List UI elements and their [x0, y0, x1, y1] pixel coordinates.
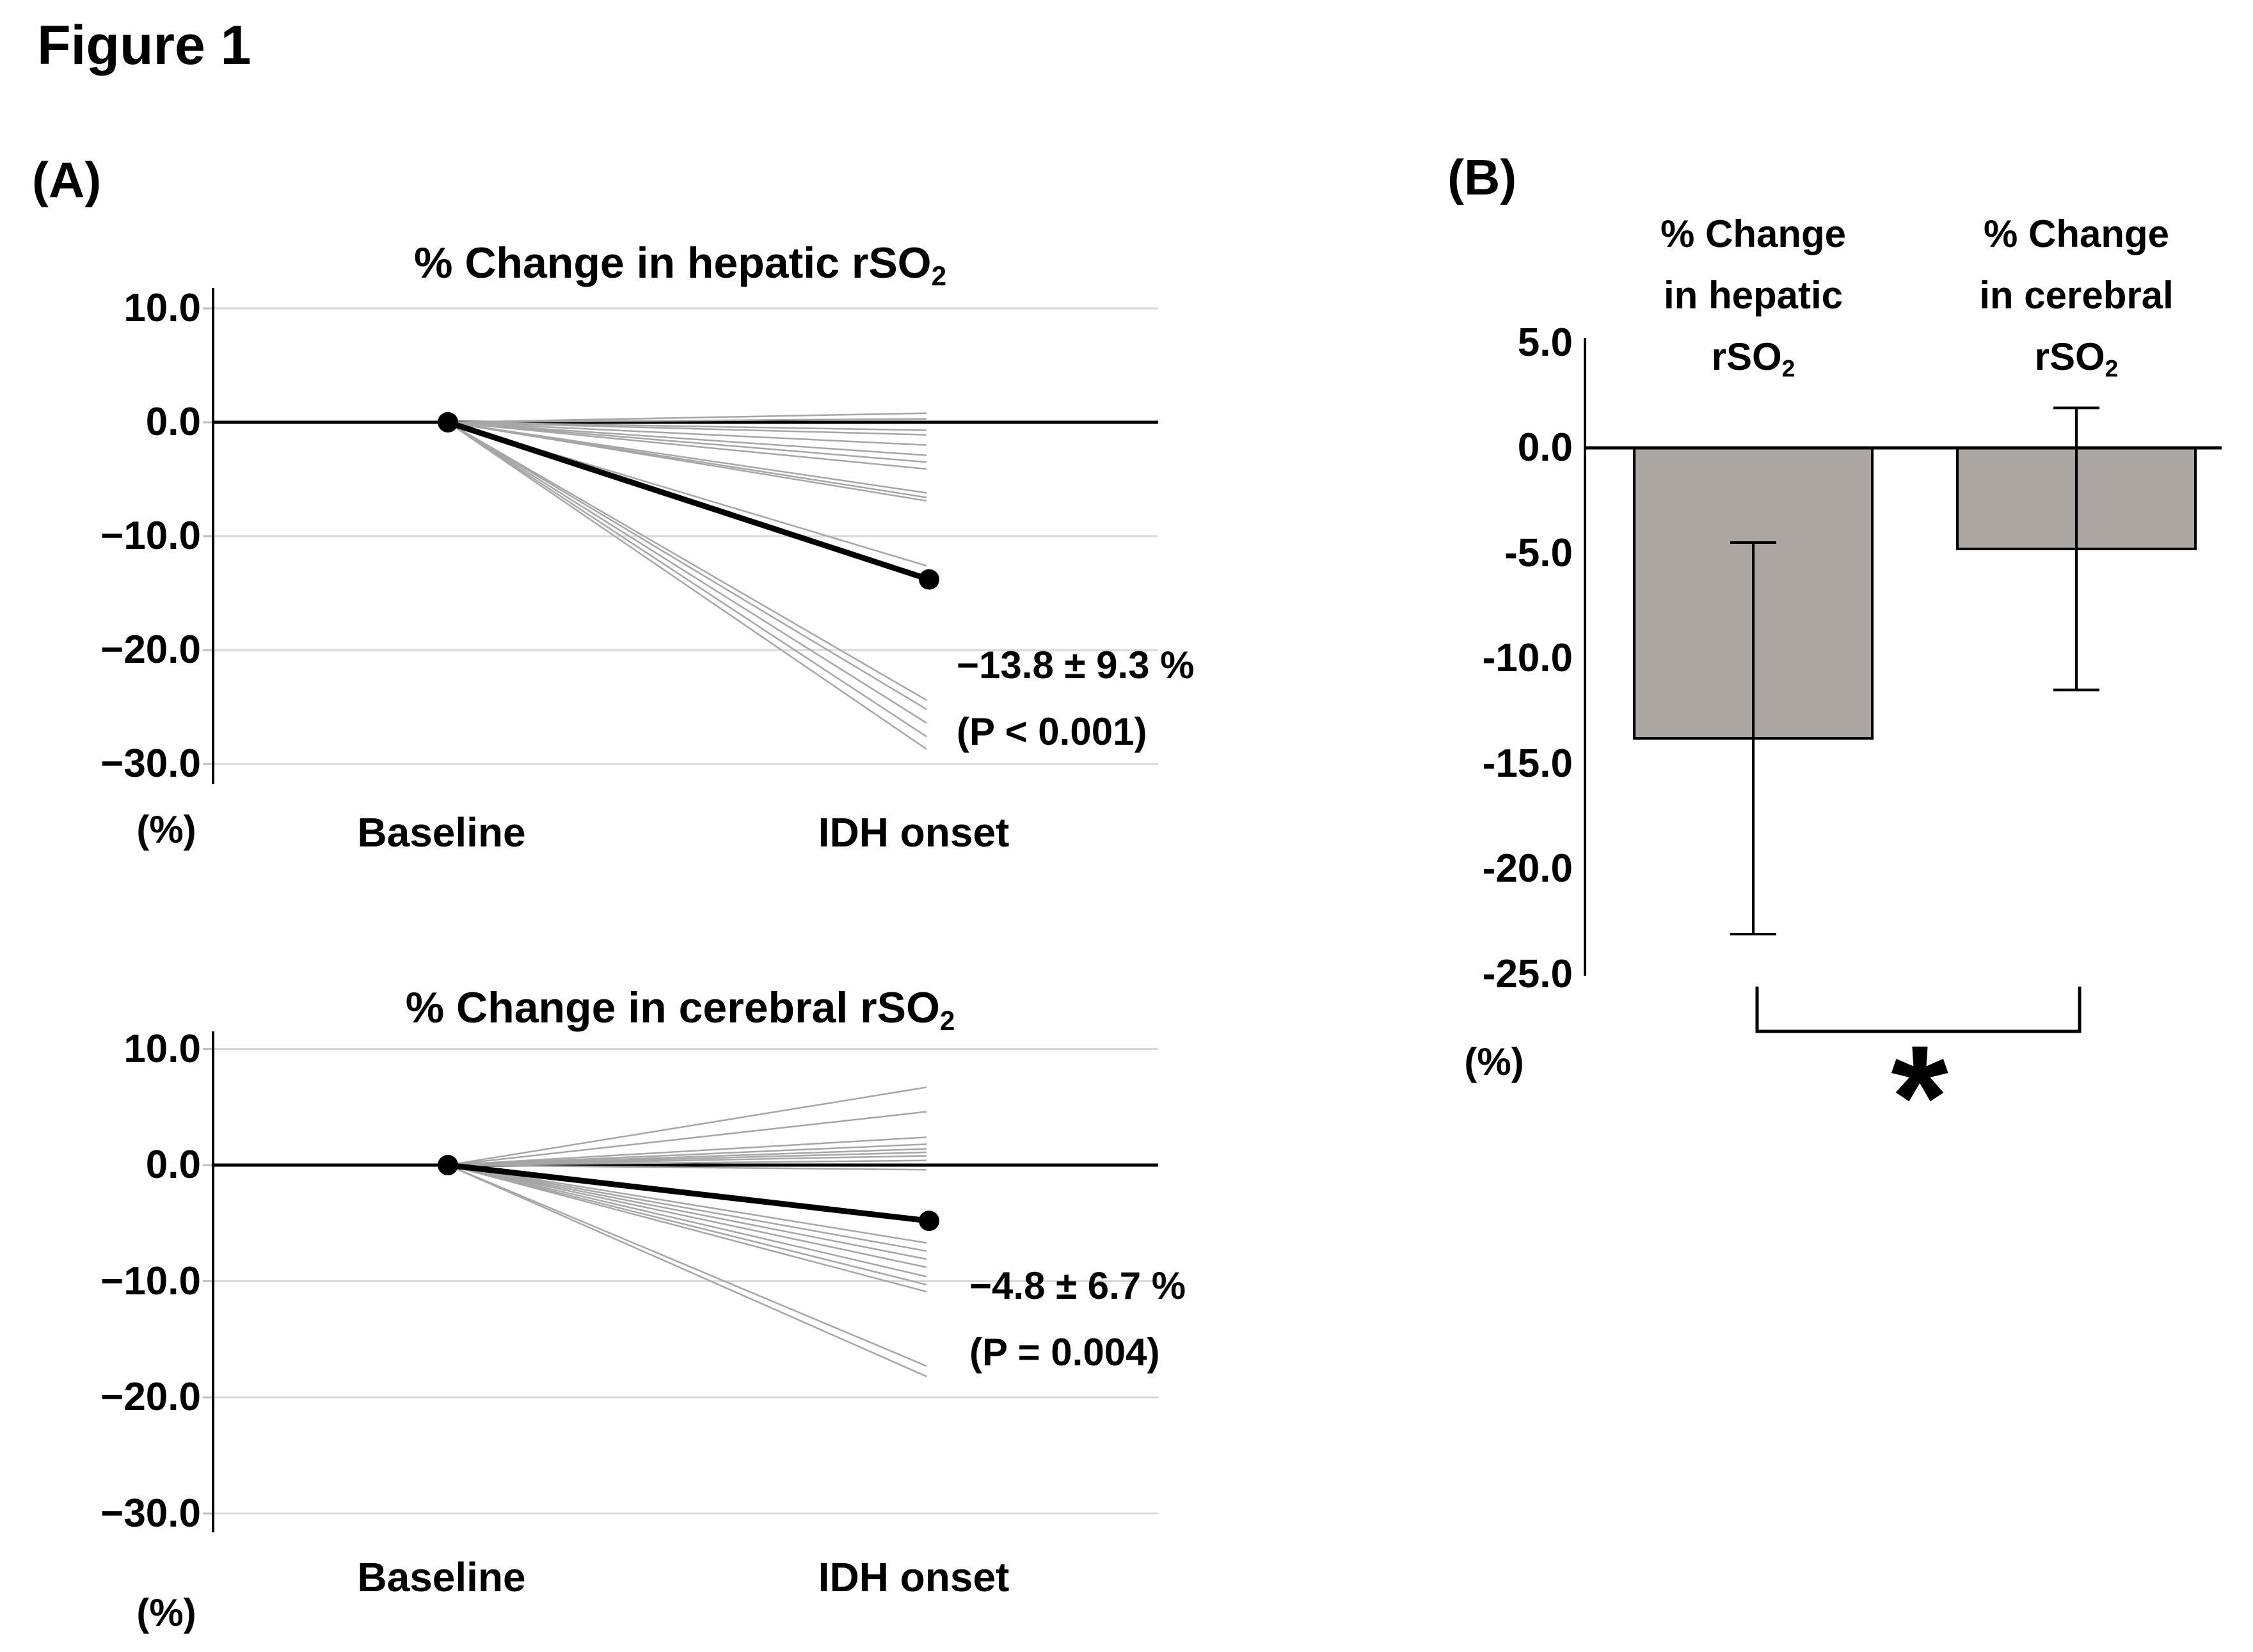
bar-header-cerebral-line1: % Change	[1983, 212, 2170, 255]
cerebral-chart-title-subscript: 2	[939, 1005, 955, 1036]
individual-patient-line	[447, 1164, 927, 1367]
hepatic-x-label-idh-onset: IDH onset	[818, 809, 1010, 855]
mean-baseline-dot	[438, 412, 458, 433]
individual-patient-line	[447, 421, 927, 436]
individual-patient-line	[447, 1164, 927, 1293]
individual-patient-line	[447, 1164, 927, 1286]
cerebral_slope-ytick-−10.0: −10.0	[100, 1259, 201, 1303]
cerebral-p-value: (P = 0.004)	[969, 1331, 1160, 1374]
individual-patient-line	[447, 1164, 927, 1252]
hepatic-slope-chart	[203, 288, 1158, 784]
bar-header-hepatic-line2: in hepatic	[1663, 274, 1843, 317]
individual-patient-line	[447, 1111, 927, 1166]
bar-ytick-5.0: 5.0	[1517, 320, 1573, 365]
bar-header-hepatic: % Change in hepatic rSO2	[1603, 203, 1904, 399]
individual-patient-line	[447, 421, 927, 470]
significance-bracket	[1755, 987, 2082, 1033]
bar-header-cerebral-line3: rSO2	[2034, 335, 2119, 382]
cerebral_slope-ytick-0.0: 0.0	[145, 1143, 201, 1187]
individual-patient-line	[447, 1086, 927, 1166]
mean-baseline-dot	[438, 1155, 458, 1175]
panel-b-label: (B)	[1447, 149, 1517, 205]
mean-idh-onset-dot	[919, 569, 939, 590]
mean-line	[447, 1162, 930, 1224]
cerebral-x-label-idh-onset: IDH onset	[818, 1554, 1010, 1600]
individual-patient-line	[447, 421, 927, 502]
bar-header-hepatic-line3: rSO2	[1711, 335, 1795, 382]
bar-y-unit-label: (%)	[1464, 1040, 1524, 1083]
bar-ytick--25.0: -25.0	[1482, 951, 1573, 996]
figure-title: Figure 1	[37, 15, 251, 76]
bar-ytick--20.0: -20.0	[1482, 846, 1573, 891]
cerebral_slope-ytick-−30.0: −30.0	[100, 1491, 201, 1536]
significance-asterisk: *	[1891, 1015, 1948, 1179]
bar-ytick-0.0: 0.0	[1517, 425, 1573, 470]
cerebral-mean-value: −4.8 ± 6.7 %	[969, 1264, 1186, 1307]
individual-patient-line	[447, 421, 927, 446]
mean-idh-onset-dot	[919, 1211, 939, 1232]
hepatic_slope-ytick-−30.0: −30.0	[100, 742, 201, 786]
bar-header-cerebral-line2: in cerebral	[1979, 274, 2174, 317]
hepatic-mean-value: −13.8 ± 9.3 %	[957, 644, 1195, 687]
cerebral-x-label-baseline: Baseline	[357, 1554, 526, 1600]
hepatic_slope-ytick-0.0: 0.0	[145, 400, 201, 444]
hepatic-x-label-baseline: Baseline	[357, 809, 526, 855]
hepatic_slope-ytick-−20.0: −20.0	[100, 628, 201, 672]
individual-patient-line	[447, 421, 927, 701]
individual-patient-line	[447, 421, 927, 463]
cerebral-chart-title: % Change in cerebral rSO2	[213, 983, 1147, 1036]
cerebral-slope-chart	[203, 1031, 1158, 1532]
individual-patient-line	[447, 412, 927, 424]
individual-patient-line	[447, 421, 927, 456]
individual-patient-line	[447, 1159, 927, 1166]
bar-header-cerebral: % Change in cerebral rSO2	[1926, 203, 2227, 399]
cerebral_slope-ytick-10.0: 10.0	[123, 1026, 201, 1071]
individual-patient-line	[447, 421, 927, 738]
hepatic_slope-ytick-10.0: 10.0	[123, 286, 201, 330]
cerebral-y-unit-label: (%)	[136, 1591, 196, 1634]
individual-patient-line	[447, 1164, 927, 1244]
bar-ytick--15.0: -15.0	[1482, 741, 1573, 786]
individual-patient-line	[447, 1164, 927, 1278]
individual-patient-line	[447, 1164, 927, 1260]
individual-patient-line	[447, 421, 927, 724]
comparison-bar-chart	[1584, 338, 2222, 1033]
hepatic-chart-title: % Change in hepatic rSO2	[213, 238, 1147, 292]
individual-patient-line	[447, 1164, 927, 1378]
bar-ytick--5.0: -5.0	[1504, 530, 1573, 575]
individual-patient-line	[447, 421, 927, 710]
hepatic-y-unit-label: (%)	[136, 808, 196, 851]
individual-patient-line	[447, 1136, 927, 1166]
individual-patient-line	[447, 421, 927, 750]
individual-patient-line	[447, 418, 927, 424]
individual-patient-line	[447, 1164, 927, 1268]
cerebral-mean-annotation: −4.8 ± 6.7 % (P = 0.004)	[969, 1253, 1186, 1386]
hepatic_slope-ytick-−10.0: −10.0	[100, 514, 201, 558]
hepatic-p-value: (P < 0.001)	[957, 710, 1147, 753]
cerebral-chart-title-text: % Change in cerebral rSO	[405, 983, 940, 1032]
panel-a-label: (A)	[32, 152, 102, 208]
hepatic-chart-title-subscript: 2	[931, 260, 947, 291]
mean-line	[447, 419, 930, 582]
hepatic-mean-annotation: −13.8 ± 9.3 % (P < 0.001)	[957, 632, 1195, 765]
bar-header-hepatic-line1: % Change	[1660, 212, 1847, 255]
hepatic-chart-title-text: % Change in hepatic rSO	[413, 239, 932, 287]
individual-patient-line	[447, 1164, 927, 1171]
cerebral_slope-ytick-−20.0: −20.0	[100, 1375, 201, 1419]
bar-ytick--10.0: -10.0	[1482, 636, 1573, 680]
